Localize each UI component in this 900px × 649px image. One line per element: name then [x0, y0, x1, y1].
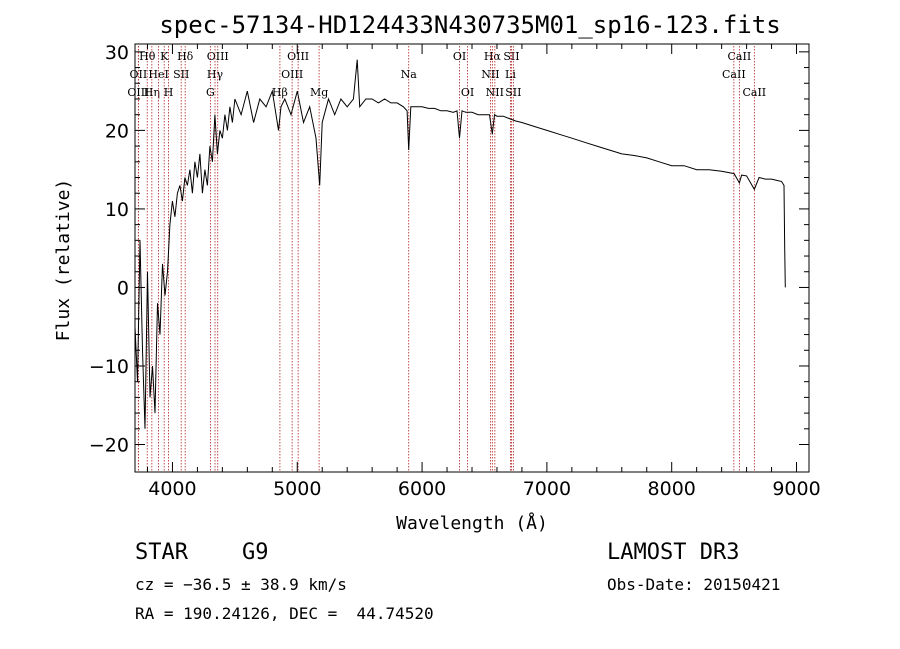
line-label-6: H: [164, 86, 174, 99]
object-class: STAR: [135, 540, 188, 565]
line-label-25: CaII: [728, 50, 752, 63]
line-label-22: Li: [505, 68, 516, 81]
y-tick-label-30: 30: [105, 42, 129, 64]
line-label-15: Mg: [310, 86, 328, 99]
line-label-9: OIII: [207, 50, 229, 63]
line-label-20: SII: [503, 50, 519, 63]
observation-date: Obs-Date: 20150421: [607, 575, 781, 594]
line-label-8: Hδ: [177, 50, 194, 63]
line-label-14: OIII: [281, 68, 303, 81]
spectrum-series-line: [134, 59, 786, 429]
line-label-3: Hη: [144, 86, 160, 99]
line-label-17: OI: [453, 50, 466, 63]
line-label-21: NII: [481, 68, 499, 81]
x-tick-label-6000: 6000: [398, 478, 446, 500]
line-label-24: SII: [505, 86, 521, 99]
line-label-12: Hβ: [272, 86, 288, 99]
coordinates: RA = 190.24126, DEC = 44.74520: [135, 604, 434, 623]
chart-title: spec-57134-HD124433N430735M01_sp16-123.f…: [159, 11, 780, 39]
y-tick-label--10: −10: [89, 356, 129, 378]
line-label-18: OI: [461, 86, 474, 99]
line-label-19: Hα: [484, 50, 502, 63]
x-tick-label-8000: 8000: [648, 478, 696, 500]
line-label-2: OIII: [127, 86, 149, 99]
line-label-10: Hγ: [207, 68, 224, 81]
line-label-13: OIII: [287, 50, 309, 63]
line-label-7: SII: [173, 68, 189, 81]
redshift-cz: cz = −36.5 ± 38.9 km/s: [135, 575, 347, 594]
x-axis-label: Wavelength (Å): [396, 512, 548, 534]
line-label-11: G: [206, 86, 215, 99]
line-label-16: Na: [401, 68, 418, 81]
line-label-26: CaII: [722, 68, 746, 81]
axis-ticks: 4000 5000 6000 7000 8000 9000 −20 −10 0 10 20 30: [89, 42, 821, 500]
y-tick-label-0: 0: [117, 277, 129, 299]
survey-name: LAMOST DR3: [607, 540, 740, 565]
line-label-5: K: [160, 50, 169, 63]
x-tick-label-5000: 5000: [273, 478, 321, 500]
line-label-27: CaII: [742, 86, 766, 99]
y-tick-label--20: −20: [89, 435, 129, 457]
line-label-4: HeI: [148, 68, 168, 81]
y-tick-label-10: 10: [105, 199, 129, 221]
x-tick-label-9000: 9000: [772, 478, 820, 500]
line-label-23: NII: [486, 86, 504, 99]
y-tick-label-20: 20: [105, 120, 129, 142]
plot-frame: [134, 43, 810, 473]
x-tick-label-4000: 4000: [148, 478, 196, 500]
y-axis-label: Flux (relative): [53, 179, 74, 342]
object-subclass: G9: [242, 540, 269, 565]
x-tick-label-7000: 7000: [523, 478, 571, 500]
